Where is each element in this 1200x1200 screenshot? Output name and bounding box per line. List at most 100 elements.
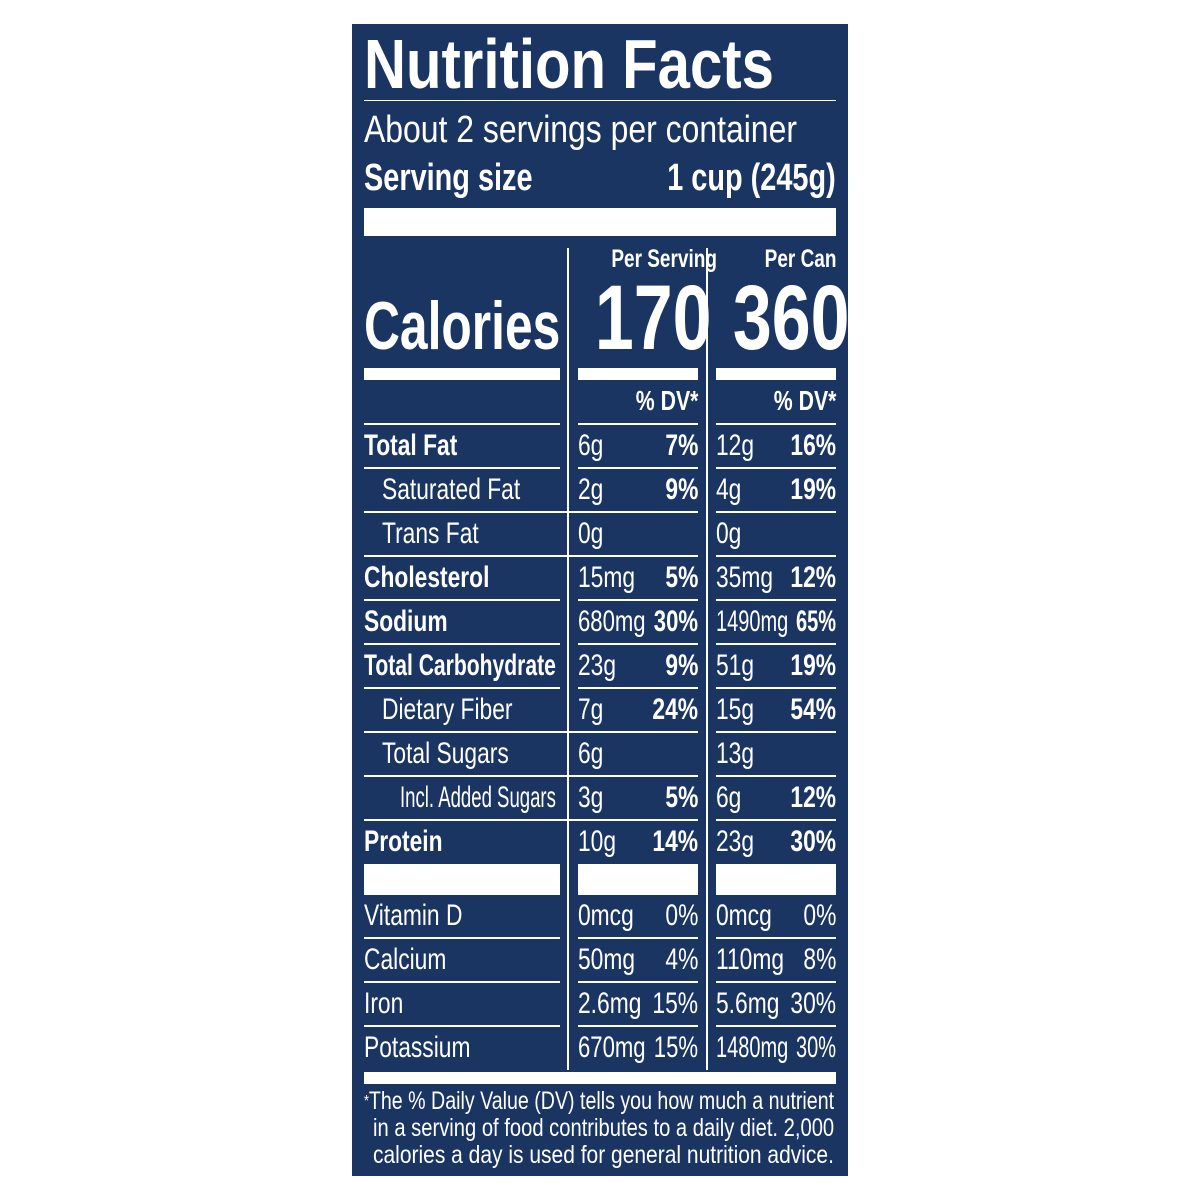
serving-percent-dv: 24%: [652, 693, 698, 726]
nutrient-row: Dietary Fiber 7g 24% 15g 54%: [364, 688, 836, 733]
nutrient-name: Vitamin D: [364, 894, 560, 939]
can-amount: 13g: [716, 737, 755, 770]
serving-cell: 15mg 5%: [578, 556, 698, 601]
serving-cell: 0mcg 0%: [578, 894, 698, 939]
nutrient-name-text: Potassium: [364, 1031, 471, 1064]
can-cell: 0g: [716, 512, 836, 557]
nutrient-name: Protein: [364, 820, 560, 864]
row-divider: [578, 511, 698, 513]
serving-amount: 10g: [578, 825, 617, 858]
nutrient-name-text: Calcium: [364, 943, 447, 976]
row-divider: [364, 981, 560, 983]
serving-percent-dv: 9%: [665, 473, 698, 506]
nutrient-name: Total Sugars: [364, 732, 578, 777]
nutrient-name-text: Trans Fat: [382, 517, 479, 550]
footnote-text: calories a day is used for general nutri…: [373, 1141, 834, 1169]
nutrient-name: Dietary Fiber: [364, 688, 578, 733]
row-divider: [578, 687, 698, 689]
nutrient-name: Cholesterol: [364, 556, 560, 601]
dv-header-text: % DV*: [773, 385, 836, 416]
footnote: *The % Daily Value (DV) tells you how mu…: [364, 1088, 836, 1169]
footnote-text: The % Daily Value (DV) tells you how muc…: [368, 1087, 835, 1115]
can-amount: 5.6mg: [716, 987, 780, 1020]
dv-header-text: % DV*: [635, 385, 698, 416]
can-percent-dv: 30%: [790, 825, 836, 858]
nutrient-name: Trans Fat: [364, 512, 578, 557]
serving-percent-dv: 0%: [665, 899, 698, 932]
nutrient-row: Saturated Fat 2g 9% 4g 19%: [364, 468, 836, 513]
row-divider: [716, 555, 836, 557]
serving-percent-dv: 15%: [653, 1031, 698, 1064]
serving-percent-dv: 4%: [665, 943, 698, 976]
column-header-per-can: Per Can: [716, 244, 836, 274]
column-divider: [706, 248, 708, 1070]
footnote-line: in a serving of food contributes to a da…: [364, 1115, 836, 1142]
can-amount: 1490mg: [716, 605, 789, 638]
serving-amount: 0mcg: [578, 899, 634, 932]
nutrient-row: Iron 2.6mg 15% 5.6mg 30%: [364, 982, 836, 1027]
serving-percent-dv: 14%: [652, 825, 698, 858]
serving-amount: 670mg: [578, 1031, 646, 1064]
column-header-per-serving: Per Serving: [578, 244, 717, 274]
serving-amount: 3g: [578, 781, 604, 814]
divider: [364, 423, 560, 425]
nutrient-name-text: Protein: [364, 825, 443, 858]
row-divider: [578, 555, 698, 557]
nutrient-row: Cholesterol 15mg 5% 35mg 12%: [364, 556, 836, 601]
can-cell: 6g 12%: [716, 776, 836, 821]
vitamin-divider: [716, 864, 836, 895]
can-cell: 51g 19%: [716, 644, 836, 689]
nutrient-name: Sodium: [364, 600, 560, 645]
serving-size-value: 1 cup (245g): [614, 156, 836, 200]
row-divider: [716, 819, 836, 821]
nutrient-name-text: Dietary Fiber: [382, 693, 513, 726]
can-cell: 13g: [716, 732, 836, 777]
footnote-divider: [364, 1072, 836, 1084]
serving-amount: 50mg: [578, 943, 636, 976]
row-divider: [716, 937, 836, 939]
can-percent-dv: 19%: [790, 649, 836, 682]
nutrient-name: Total Fat: [364, 424, 560, 469]
can-cell: 15g 54%: [716, 688, 836, 733]
can-amount: 6g: [716, 781, 742, 814]
row-divider: [716, 1025, 836, 1027]
serving-cell: 7g 24%: [578, 688, 698, 733]
can-percent-dv: 30%: [795, 1031, 836, 1064]
serving-cell: 6g: [578, 732, 698, 777]
footnote-line: calories a day is used for general nutri…: [364, 1142, 836, 1169]
can-percent-dv: 12%: [790, 561, 836, 594]
serving-cell: 680mg 30%: [578, 600, 698, 645]
serving-cell: 2g 9%: [578, 468, 698, 513]
row-divider: [364, 1025, 560, 1027]
can-cell: 1490mg 65%: [716, 600, 836, 645]
row-divider: [578, 937, 698, 939]
can-amount: 0mcg: [716, 899, 772, 932]
can-cell: 23g 30%: [716, 820, 836, 864]
nutrient-name-text: Iron: [364, 987, 404, 1020]
nutrient-row: Incl. Added Sugars 3g 5% 6g 12%: [364, 776, 836, 821]
can-cell: 35mg 12%: [716, 556, 836, 601]
can-cell: 5.6mg 30%: [716, 982, 836, 1027]
nutrient-row: Vitamin D 0mcg 0% 0mcg 0%: [364, 894, 836, 939]
can-cell: 110mg 8%: [716, 938, 836, 983]
row-divider: [578, 1025, 698, 1027]
dv-header-serving: % DV*: [578, 386, 698, 416]
servings-text: About 2 servings per container: [364, 109, 797, 151]
serving-cell: 10g 14%: [578, 820, 698, 864]
can-amount: 35mg: [716, 561, 774, 594]
nutrient-name: Potassium: [364, 1026, 560, 1070]
nutrient-row: Total Fat 6g 7% 12g 16%: [364, 424, 836, 469]
can-percent-dv: 8%: [803, 943, 836, 976]
serving-percent-dv: 7%: [665, 429, 698, 462]
serving-amount: 2.6mg: [578, 987, 642, 1020]
serving-cell: 23g 9%: [578, 644, 698, 689]
row-divider: [364, 467, 560, 469]
nutrient-row: Total Sugars 6g 13g: [364, 732, 836, 777]
nutrient-row: Potassium 670mg 15% 1480mg 30%: [364, 1026, 836, 1070]
row-divider: [364, 643, 560, 645]
row-divider: [578, 981, 698, 983]
nutrient-name: Calcium: [364, 938, 560, 983]
divider: [578, 423, 698, 425]
row-divider: [716, 731, 836, 733]
row-divider: [716, 643, 836, 645]
